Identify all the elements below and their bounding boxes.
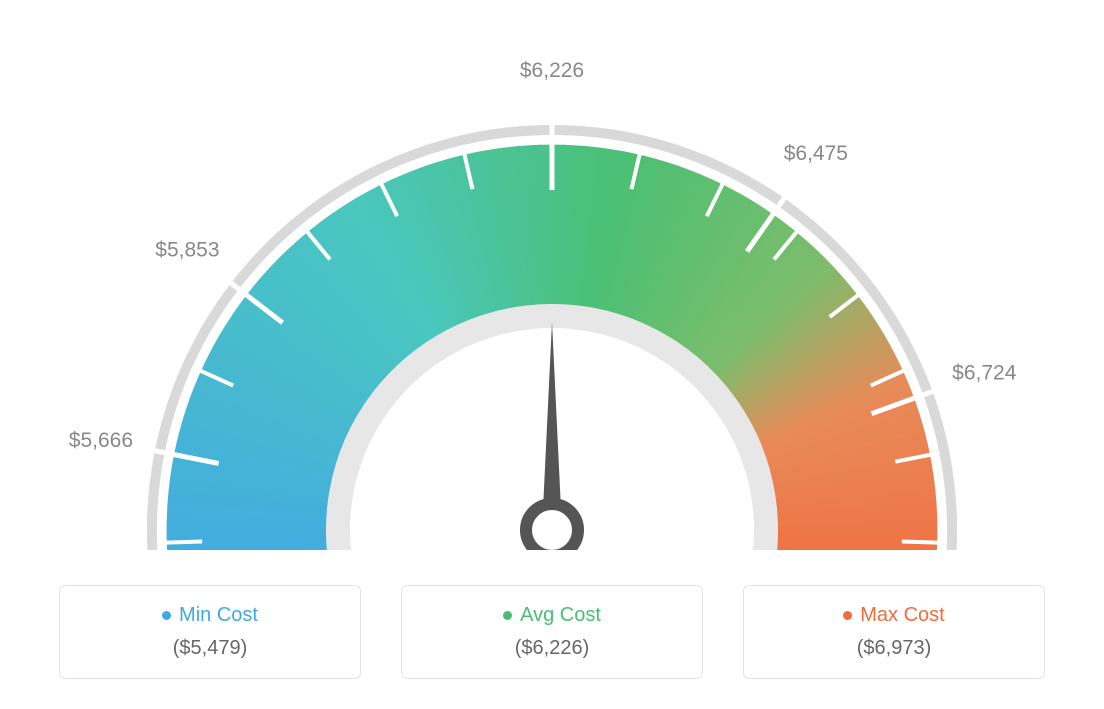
legend-card-max: Max Cost ($6,973) <box>743 585 1045 679</box>
gauge-svg: $5,479$5,666$5,853$6,226$6,475$6,724$6,9… <box>30 30 1074 550</box>
legend-dot-min <box>162 611 171 620</box>
gauge-minor-tick <box>902 541 942 542</box>
legend-label-max: Max Cost <box>860 604 944 627</box>
legend-card-min: Min Cost ($5,479) <box>59 585 361 679</box>
gauge-tick-label: $6,724 <box>952 362 1017 385</box>
cost-gauge-chart: $5,479$5,666$5,853$6,226$6,475$6,724$6,9… <box>30 30 1074 679</box>
legend-dot-avg <box>503 611 512 620</box>
legend-value-avg: ($6,226) <box>515 637 590 660</box>
gauge-tick-label: $6,475 <box>784 142 848 165</box>
legend-label-avg: Avg Cost <box>520 604 601 627</box>
legend-row: Min Cost ($5,479) Avg Cost ($6,226) Max … <box>30 585 1074 679</box>
gauge-tick-label: $5,666 <box>69 429 133 452</box>
gauge-tick-label: $5,853 <box>155 239 219 262</box>
gauge-minor-tick <box>162 541 202 542</box>
gauge-needle-hub <box>526 504 578 550</box>
legend-label-min: Min Cost <box>179 604 258 627</box>
legend-card-avg: Avg Cost ($6,226) <box>401 585 703 679</box>
legend-dot-max <box>843 611 852 620</box>
legend-value-min: ($5,479) <box>173 637 248 660</box>
gauge-tick-label: $6,226 <box>520 59 584 82</box>
legend-value-max: ($6,973) <box>857 637 932 660</box>
